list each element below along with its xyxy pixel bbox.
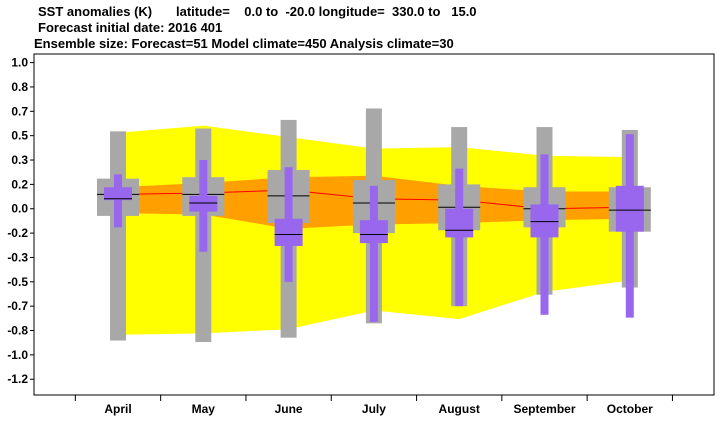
forecast-box: [530, 204, 559, 238]
model-climate-whisker: [110, 131, 126, 341]
forecast-box: [359, 220, 388, 244]
region-label: latitude= 0.0 to -20.0 longitude= 330.0 …: [176, 4, 477, 19]
y-tick-label: 0.5: [11, 129, 28, 143]
forecast-box: [104, 187, 132, 201]
forecast-box: [274, 218, 303, 246]
y-tick-label: -0.7: [7, 299, 28, 313]
y-tick-label: -0.3: [7, 250, 28, 264]
y-tick-label: 0.8: [11, 80, 28, 94]
forecast-box: [189, 195, 218, 212]
chart-title: SST anomalies (K): [38, 4, 153, 19]
y-tick-label: -1.2: [7, 372, 28, 386]
y-tick-label: -0.8: [7, 324, 28, 338]
y-tick-label: 0.3: [11, 153, 28, 167]
plot-frame: [33, 53, 715, 396]
x-tick-label: August: [439, 402, 480, 416]
y-tick-label: -0.5: [7, 275, 28, 289]
x-tick-label: July: [362, 402, 386, 416]
x-tick-label: June: [275, 402, 303, 416]
y-tick-label: -1.0: [7, 348, 28, 362]
y-tick-label: 0.7: [11, 104, 28, 118]
y-tick-label: 0.0: [11, 202, 28, 216]
x-tick-label: May: [192, 402, 216, 416]
forecast-date-label: Forecast initial date: 2016 401: [38, 20, 223, 35]
y-tick-label: 1.0: [11, 56, 28, 70]
y-tick-label: -0.2: [7, 226, 28, 240]
forecast-box: [445, 208, 474, 238]
x-tick-label: April: [104, 402, 131, 416]
plot-area: 1.0 0.8 0.7 0.5 0.3 0.2 0.0 -0.2 -0.3 -0.5 -0.7 -0.…: [7, 53, 715, 416]
ensemble-size-label: Ensemble size: Forecast=51 Model climate…: [34, 36, 454, 51]
x-tick-label: September: [513, 402, 575, 416]
forecast-whisker: [369, 185, 378, 322]
forecast-box: [615, 185, 644, 232]
forecast-whisker: [114, 174, 122, 228]
x-tick-label: October: [607, 402, 653, 416]
y-tick-label: 0.2: [11, 177, 28, 191]
